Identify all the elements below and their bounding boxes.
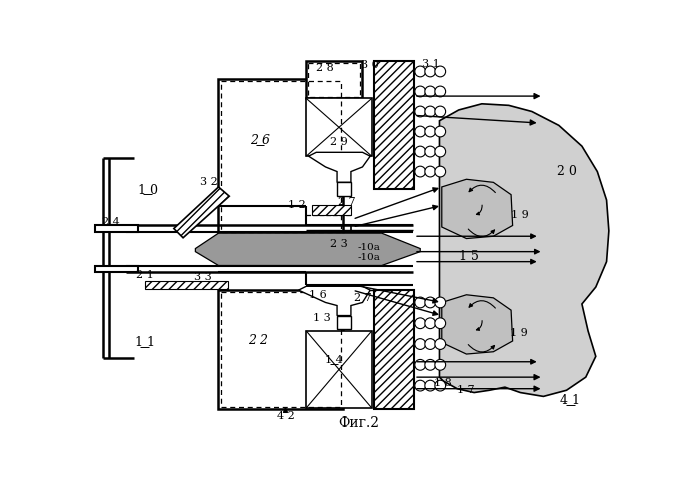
- Circle shape: [425, 297, 435, 308]
- Text: 2 7: 2 7: [354, 293, 371, 303]
- Circle shape: [425, 339, 435, 349]
- Circle shape: [435, 106, 446, 117]
- Circle shape: [415, 380, 426, 391]
- Polygon shape: [440, 104, 609, 396]
- Bar: [308, 63, 360, 97]
- Text: 2 6: 2 6: [250, 134, 270, 147]
- Circle shape: [435, 318, 446, 329]
- Circle shape: [415, 360, 426, 370]
- Circle shape: [415, 126, 426, 137]
- Text: 1 9: 1 9: [510, 328, 528, 338]
- Circle shape: [415, 86, 426, 97]
- Circle shape: [415, 166, 426, 177]
- Bar: [374, 290, 414, 409]
- Circle shape: [425, 86, 435, 97]
- Bar: [219, 79, 343, 235]
- Circle shape: [435, 360, 446, 370]
- Circle shape: [435, 339, 446, 349]
- Circle shape: [425, 66, 435, 77]
- Circle shape: [435, 380, 446, 391]
- Circle shape: [435, 166, 446, 177]
- Circle shape: [435, 146, 446, 157]
- Text: 1 1: 1 1: [135, 336, 154, 349]
- Text: 1 4: 1 4: [325, 355, 343, 365]
- Text: 2 0: 2 0: [556, 165, 577, 178]
- Circle shape: [435, 66, 446, 77]
- Circle shape: [435, 86, 446, 97]
- Bar: [374, 61, 414, 189]
- Circle shape: [425, 106, 435, 117]
- Bar: [221, 82, 341, 232]
- Polygon shape: [308, 152, 370, 182]
- Circle shape: [425, 146, 435, 157]
- Circle shape: [415, 339, 426, 349]
- Text: 4 1: 4 1: [561, 394, 580, 407]
- Polygon shape: [442, 295, 512, 354]
- Text: 1 0: 1 0: [138, 183, 158, 196]
- Circle shape: [415, 66, 426, 77]
- Polygon shape: [312, 205, 351, 216]
- Circle shape: [425, 318, 435, 329]
- Text: 2 3: 2 3: [331, 239, 348, 249]
- Circle shape: [425, 380, 435, 391]
- Polygon shape: [145, 281, 228, 288]
- Bar: [306, 331, 372, 408]
- Circle shape: [435, 126, 446, 137]
- Text: 1 9: 1 9: [512, 210, 529, 220]
- Circle shape: [425, 126, 435, 137]
- Bar: [337, 315, 351, 329]
- Text: 1 3: 1 3: [312, 313, 331, 323]
- Circle shape: [415, 106, 426, 117]
- Circle shape: [415, 318, 426, 329]
- Bar: [95, 265, 138, 272]
- Circle shape: [435, 297, 446, 308]
- Text: 1 6: 1 6: [308, 290, 326, 300]
- Text: 2 7: 2 7: [338, 197, 356, 207]
- Text: 1 2: 1 2: [288, 201, 305, 210]
- Polygon shape: [174, 187, 229, 238]
- Polygon shape: [298, 286, 370, 315]
- Polygon shape: [196, 233, 420, 265]
- Text: 1 8: 1 8: [434, 378, 452, 387]
- Bar: [306, 61, 361, 98]
- Circle shape: [415, 146, 426, 157]
- Bar: [221, 292, 341, 407]
- Text: Фиг.2: Фиг.2: [338, 416, 379, 430]
- Bar: [337, 182, 351, 196]
- Circle shape: [425, 166, 435, 177]
- Text: 3 1: 3 1: [421, 59, 440, 69]
- Text: 1 5: 1 5: [459, 250, 479, 263]
- Text: 2 2: 2 2: [249, 335, 268, 348]
- Text: 3 0: 3 0: [361, 60, 379, 70]
- Text: 2 8: 2 8: [316, 62, 334, 72]
- Text: 3 2: 3 2: [200, 177, 217, 187]
- Polygon shape: [442, 179, 512, 239]
- Bar: [95, 226, 138, 232]
- Text: -10a: -10a: [357, 242, 380, 252]
- Text: 2 9: 2 9: [331, 137, 348, 147]
- Bar: [219, 290, 343, 409]
- Bar: [306, 98, 372, 156]
- Text: 4 2: 4 2: [277, 411, 294, 420]
- Text: -10a: -10a: [357, 253, 380, 262]
- Text: 3 3: 3 3: [194, 272, 212, 282]
- Circle shape: [425, 360, 435, 370]
- Text: 2 4: 2 4: [102, 216, 120, 227]
- Circle shape: [415, 297, 426, 308]
- Text: 1 7: 1 7: [457, 385, 475, 395]
- Text: 2 1: 2 1: [136, 270, 154, 280]
